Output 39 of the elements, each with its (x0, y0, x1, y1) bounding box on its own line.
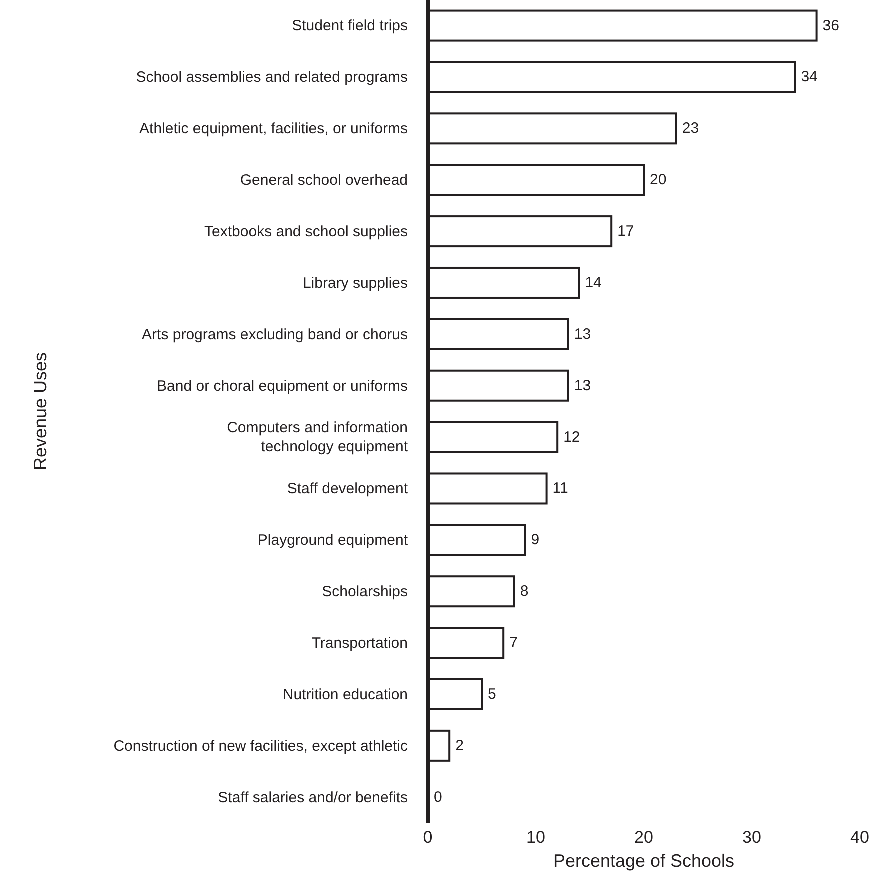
y-tick-label: Nutrition education (282, 686, 408, 703)
data-label: 11 (552, 480, 568, 498)
y-axis-title: Revenue Uses (30, 352, 50, 471)
y-tick-label: Staff salaries and/or benefits (218, 788, 408, 806)
data-label: 8 (520, 583, 529, 600)
data-label: 12 (564, 428, 580, 446)
y-tick-label: Playground equipment (258, 532, 409, 549)
data-label: 20 (650, 172, 667, 189)
data-label: 13 (574, 326, 592, 343)
data-label: 34 (801, 68, 818, 86)
data-label: 5 (488, 686, 496, 703)
y-tick-label: Band or choral equipment or uniforms (157, 377, 408, 394)
data-label: 7 (510, 634, 518, 652)
data-label: 23 (682, 120, 700, 138)
y-tick-label: School assemblies and related programs (136, 68, 408, 86)
x-tick-label: 30 (742, 828, 762, 848)
y-tick-label: Transportation (312, 634, 408, 652)
x-tick-label: 0 (423, 828, 433, 848)
y-tick-label: Arts programs excluding band or chorus (142, 326, 408, 343)
data-label: 17 (618, 223, 634, 240)
y-tick-label: General school overhead (240, 172, 408, 189)
y-tick-label: Textbooks and school supplies (204, 222, 408, 240)
x-tick-label: 40 (850, 828, 870, 848)
y-tick-label: Construction of new facilities, except athletic (114, 737, 408, 754)
x-axis-title: Percentage of Schools (553, 851, 735, 871)
y-tick-label: Staff development (287, 480, 409, 498)
y-tick-label: Computers and information technology equipment (227, 419, 409, 456)
y-tick-label: Library supplies (302, 274, 408, 292)
data-label: 2 (456, 737, 464, 754)
y-tick-label: Student field trips (292, 17, 408, 34)
data-label: 13 (574, 377, 592, 394)
data-label: 36 (822, 17, 840, 34)
x-tick-label: 10 (526, 828, 546, 848)
data-label: 0 (434, 788, 442, 806)
data-label: 14 (585, 274, 602, 292)
data-label: 9 (531, 532, 540, 549)
y-tick-label: Scholarships (322, 583, 408, 600)
y-tick-label: Athletic equipment, facilities, or uniforms (140, 120, 408, 138)
x-tick-label: 20 (634, 828, 654, 848)
